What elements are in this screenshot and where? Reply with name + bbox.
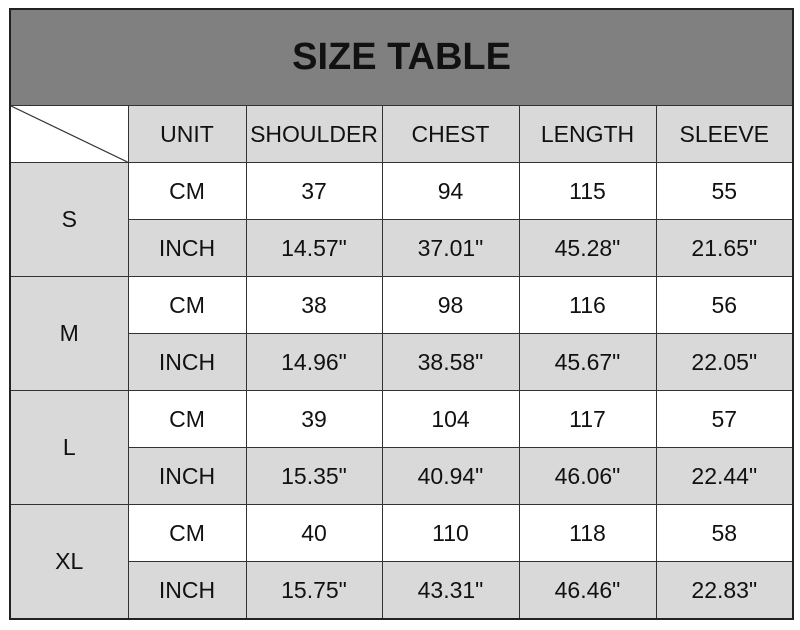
size-label: XL — [9, 504, 129, 620]
value-cell: 46.06" — [518, 447, 657, 505]
header-row: UNIT SHOULDER CHEST LENGTH SLEEVE — [9, 105, 794, 163]
table-row: M CM 38 98 116 56 — [9, 276, 794, 391]
table-row: INCH 14.57" 37.01" 45.28" 21.65" — [10, 219, 794, 277]
value-cell: 94 — [381, 162, 520, 220]
value-cell: 38 — [245, 276, 383, 334]
value-cell: 45.67" — [518, 333, 657, 391]
value-cell: 37 — [245, 162, 383, 220]
size-label: M — [9, 276, 129, 391]
unit-cell: CM — [127, 504, 247, 562]
table-row: INCH 14.96" 38.58" 45.67" 22.05" — [10, 333, 794, 391]
unit-cell: CM — [127, 162, 247, 220]
header-unit: UNIT — [127, 105, 247, 163]
unit-cell: INCH — [127, 333, 247, 391]
value-cell: 14.96" — [245, 333, 383, 391]
value-cell: 14.57" — [245, 219, 383, 277]
diagonal-corner-cell — [9, 105, 129, 163]
value-cell: 40.94" — [381, 447, 520, 505]
value-cell: 43.31" — [381, 561, 520, 620]
value-cell: 22.44" — [655, 447, 794, 505]
table-row: XL CM 40 110 118 58 — [9, 504, 794, 620]
value-cell: 56 — [655, 276, 794, 334]
header-chest: CHEST — [381, 105, 520, 163]
value-cell: 40 — [245, 504, 383, 562]
size-label: L — [9, 390, 129, 505]
value-cell: 57 — [655, 390, 794, 448]
header-length: LENGTH — [518, 105, 657, 163]
unit-cell: INCH — [127, 561, 247, 620]
value-cell: 39 — [245, 390, 383, 448]
table-title: SIZE TABLE — [9, 8, 794, 106]
value-cell: 118 — [518, 504, 657, 562]
value-cell: 55 — [655, 162, 794, 220]
value-cell: 98 — [381, 276, 520, 334]
value-cell: 117 — [518, 390, 657, 448]
value-cell: 115 — [518, 162, 657, 220]
unit-cell: CM — [127, 390, 247, 448]
table-row: INCH 15.75" 43.31" 46.46" 22.83" — [10, 561, 794, 620]
value-cell: 15.75" — [245, 561, 383, 620]
value-cell: 22.83" — [655, 561, 794, 620]
size-label: S — [9, 162, 129, 277]
value-cell: 21.65" — [655, 219, 794, 277]
value-cell: 46.46" — [518, 561, 657, 620]
value-cell: 104 — [381, 390, 520, 448]
table-row: L CM 39 104 117 57 — [9, 390, 794, 505]
value-cell: 37.01" — [381, 219, 520, 277]
table-row: INCH 15.35" 40.94" 46.06" 22.44" — [10, 447, 794, 505]
unit-cell: CM — [127, 276, 247, 334]
header-sleeve: SLEEVE — [655, 105, 794, 163]
value-cell: 110 — [381, 504, 520, 562]
unit-cell: INCH — [127, 447, 247, 505]
value-cell: 45.28" — [518, 219, 657, 277]
value-cell: 15.35" — [245, 447, 383, 505]
value-cell: 22.05" — [655, 333, 794, 391]
value-cell: 116 — [518, 276, 657, 334]
unit-cell: INCH — [127, 219, 247, 277]
value-cell: 58 — [655, 504, 794, 562]
value-cell: 38.58" — [381, 333, 520, 391]
table-row: S CM 37 94 115 55 — [9, 162, 794, 277]
size-table: SIZE TABLE UNIT SHOULDER CHEST LENGTH SL… — [9, 8, 795, 620]
header-shoulder: SHOULDER — [245, 105, 383, 163]
